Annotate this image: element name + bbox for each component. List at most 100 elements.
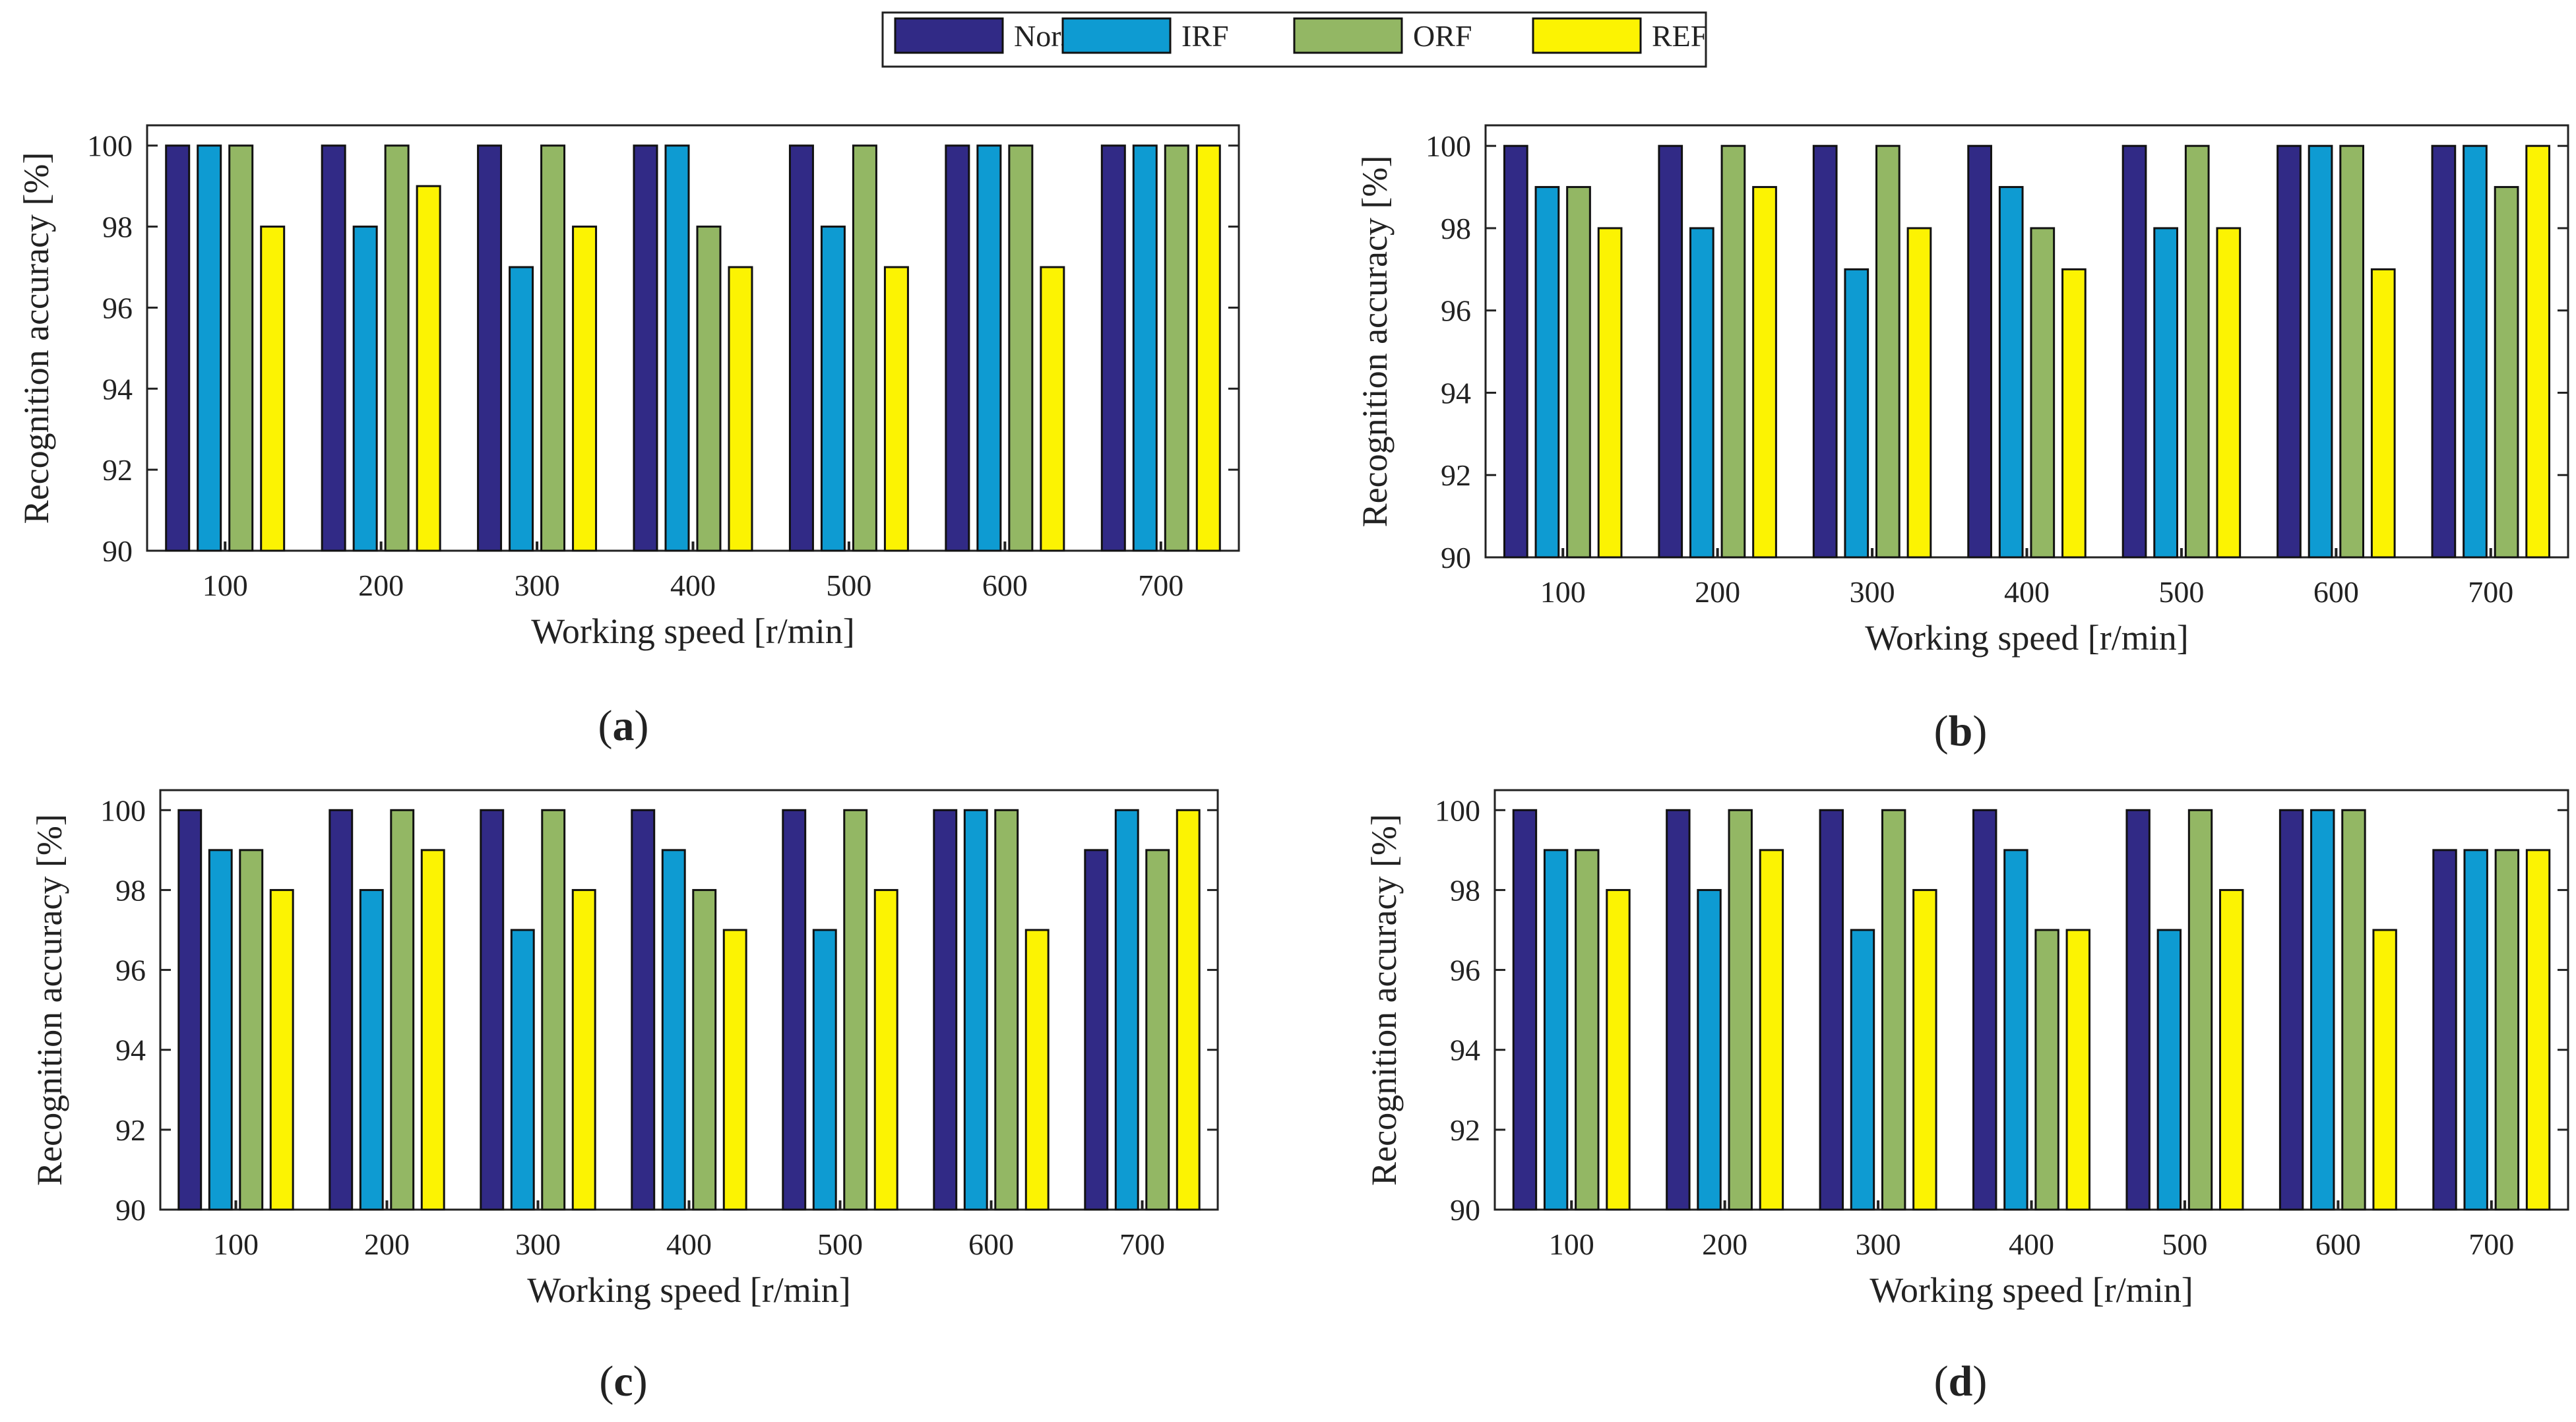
x-tick-label: 100 [1540, 575, 1586, 609]
bar-nor-100 [177, 809, 203, 1211]
bar-nor-600 [2278, 809, 2304, 1211]
x-tick-label: 500 [817, 1227, 863, 1261]
bar-nor-200 [1666, 809, 1691, 1211]
panel-label: (d) [1934, 1357, 1988, 1406]
x-tick-label: 400 [666, 1227, 712, 1261]
bar-ref-100 [269, 888, 294, 1211]
y-tick-label: 98 [1450, 873, 1480, 907]
y-tick-label: 92 [1450, 1113, 1480, 1147]
y-tick-label: 96 [1441, 294, 1471, 328]
panels: 90 92 94 96 98 100 100 200 300 400 500 600 700 Workin… [16, 124, 2569, 1406]
bar-orf-200 [1728, 809, 1753, 1211]
bar-orf-500 [843, 809, 868, 1211]
bar-ref-200 [1752, 186, 1777, 559]
bar-nor-100 [165, 144, 191, 552]
bar-irf-600 [963, 809, 988, 1211]
y-axis-label: Recognition accuracy [%] [30, 814, 69, 1186]
y-tick-label: 100 [87, 129, 133, 163]
bar-irf-400 [1998, 186, 2024, 559]
bar-ref-700 [1195, 144, 1221, 552]
bar-orf-100 [1566, 186, 1591, 559]
bar-nor-400 [631, 809, 656, 1211]
y-tick-label: 100 [1426, 129, 1471, 163]
panel-label: (c) [599, 1357, 647, 1406]
y-tick-label: 100 [100, 793, 146, 827]
x-tick-label: 700 [1138, 569, 1183, 602]
y-tick-label: 98 [115, 873, 146, 907]
bar-orf-300 [1875, 144, 1901, 559]
bar-nor-200 [1658, 144, 1683, 559]
bar-ref-100 [260, 226, 286, 552]
x-tick-label: 300 [1850, 575, 1895, 609]
y-tick-label: 98 [102, 210, 133, 244]
chart-panel-d: 90 92 94 96 98 100 100 200 300 400 500 600 700 Workin… [1364, 789, 2569, 1406]
y-tick-label: 92 [102, 453, 133, 487]
bar-orf-700 [1164, 144, 1189, 552]
x-tick-label: 200 [1702, 1227, 1747, 1261]
legend-label: REF [1652, 19, 1707, 53]
y-tick-label: 90 [1450, 1193, 1480, 1227]
legend-swatch-irf [1061, 17, 1172, 54]
y-tick-label: 98 [1441, 212, 1471, 245]
bar-ref-700 [2525, 144, 2551, 559]
bar-orf-200 [390, 809, 415, 1211]
x-tick-label: 700 [1119, 1227, 1165, 1261]
bar-orf-100 [228, 144, 254, 552]
bar-irf-700 [1132, 144, 1158, 552]
bar-irf-100 [208, 849, 233, 1211]
bar-ref-100 [1606, 888, 1631, 1211]
bar-orf-300 [1881, 809, 1906, 1211]
bar-irf-100 [1534, 186, 1560, 559]
bar-irf-500 [812, 929, 837, 1211]
bar-nor-600 [945, 144, 970, 552]
bar-ref-200 [420, 849, 445, 1211]
x-tick-label: 500 [2158, 575, 2204, 609]
bar-nor-300 [480, 809, 505, 1211]
bar-nor-600 [933, 809, 958, 1211]
bar-irf-200 [1689, 227, 1714, 559]
bar-irf-700 [2463, 849, 2488, 1211]
chart-panel-c: 90 92 94 96 98 100 100 200 300 400 500 600 700 Workin… [30, 789, 1219, 1406]
y-tick-label: 100 [1435, 793, 1480, 827]
x-tick-label: 700 [2468, 1227, 2514, 1261]
bar-ref-400 [2065, 929, 2090, 1211]
bar-ref-500 [883, 266, 909, 552]
x-tick-label: 400 [2004, 575, 2050, 609]
x-tick-label: 600 [982, 569, 1028, 602]
bar-irf-600 [2310, 809, 2335, 1211]
x-axis-label: Working speed [r/min] [1869, 1270, 2193, 1310]
bar-orf-200 [384, 144, 410, 552]
y-axis-label: Recognition accuracy [%] [16, 152, 56, 524]
bar-orf-400 [2034, 929, 2059, 1211]
bar-orf-600 [994, 809, 1019, 1211]
x-tick-label: 200 [358, 569, 404, 602]
bar-irf-200 [359, 888, 384, 1211]
y-tick-label: 90 [1441, 541, 1471, 574]
bar-irf-700 [2463, 144, 2488, 559]
y-axis-label: Recognition accuracy [%] [1355, 156, 1395, 528]
bar-nor-300 [1812, 144, 1838, 559]
bar-irf-300 [1850, 929, 1875, 1211]
bar-irf-400 [664, 144, 690, 552]
bar-irf-500 [2153, 227, 2178, 559]
bar-nor-700 [2432, 849, 2457, 1211]
legend-label: IRF [1181, 19, 1229, 53]
bar-ref-700 [2525, 849, 2551, 1211]
bar-ref-600 [2370, 268, 2396, 559]
bar-ref-600 [1040, 266, 1065, 552]
bar-ref-400 [722, 929, 747, 1211]
legend-label: Nor. [1014, 19, 1067, 53]
bar-nor-500 [788, 144, 814, 552]
legend-swatch-orf [1293, 17, 1403, 54]
bar-orf-500 [2184, 144, 2210, 559]
bar-irf-300 [1844, 268, 1869, 559]
y-tick-label: 90 [115, 1193, 146, 1227]
panel-label: (a) [598, 702, 649, 750]
bar-nor-500 [782, 809, 807, 1211]
bar-nor-500 [2125, 809, 2151, 1211]
x-tick-label: 200 [364, 1227, 410, 1261]
bar-orf-600 [2341, 809, 2366, 1211]
bar-irf-400 [661, 849, 686, 1211]
bar-ref-600 [2372, 929, 2397, 1211]
